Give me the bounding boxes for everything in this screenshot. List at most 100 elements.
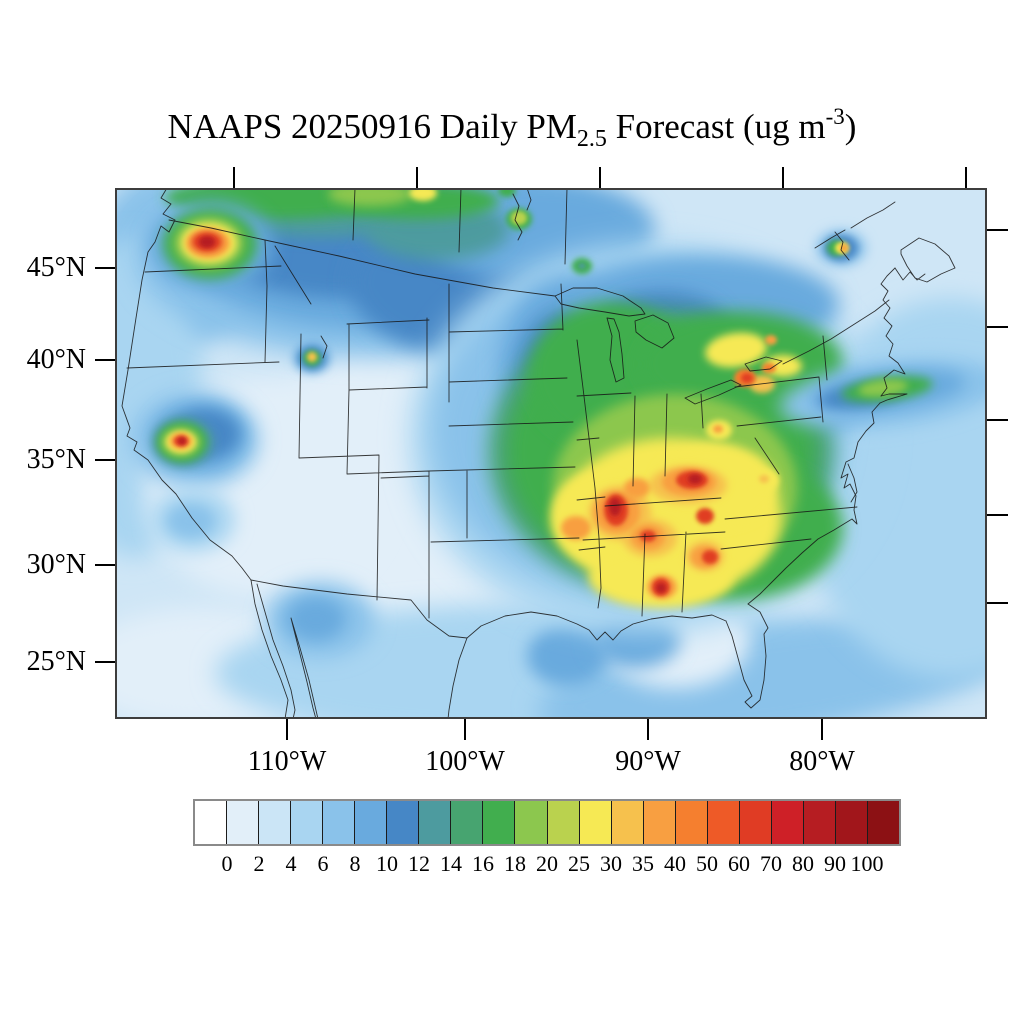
- colorbar-tick-label: 50: [696, 851, 718, 876]
- colorbar-tick-label: 70: [760, 851, 782, 876]
- colorbar-tick-label: 100: [850, 851, 884, 876]
- pm-plume-blob: [762, 363, 776, 373]
- lon-tick-label: 80°W: [789, 746, 855, 777]
- lake-michigan: [606, 317, 625, 383]
- pm-plume-blob: [328, 188, 412, 206]
- lon-tick: [464, 719, 466, 740]
- pm-plume-blob: [511, 211, 527, 225]
- lon-tick: [647, 719, 649, 740]
- colorbar-tick-label: 25: [568, 851, 590, 876]
- colorbar-tick-label: 4: [285, 851, 297, 876]
- lat-tick: [95, 267, 115, 269]
- lat-tick: [95, 661, 115, 663]
- top-tick: [233, 167, 235, 188]
- pm-plume-blob: [741, 373, 753, 383]
- colorbar-cell: [322, 801, 355, 844]
- pm-concentration-field: [115, 188, 987, 719]
- lat-tick: [95, 564, 115, 566]
- colorbar-cell: [482, 801, 515, 844]
- right-tick: [987, 419, 1008, 421]
- state-borders: [126, 239, 858, 619]
- lat-tick-label: 35°N: [26, 444, 86, 475]
- pm-plume-blob: [688, 474, 702, 484]
- map-border-frame: [115, 188, 987, 719]
- title-superscript: -3: [825, 104, 845, 129]
- colorbar-tick-label: 30: [600, 851, 622, 876]
- pm-plume-blob: [199, 236, 215, 248]
- colorbar-cell: [195, 801, 227, 844]
- colorbar-cell: [578, 801, 611, 844]
- title-text-2: Forecast (ug m: [606, 107, 826, 146]
- lat-tick: [95, 359, 115, 361]
- title-subscript: 2.5: [576, 126, 607, 152]
- st-lawrence-shore: [814, 201, 896, 249]
- pm-plume-blob: [409, 188, 437, 201]
- lon-tick-label: 110°W: [247, 746, 327, 777]
- lake-erie: [684, 379, 742, 405]
- nova-scotia: [900, 237, 956, 283]
- colorbar-tick-label: 10: [376, 851, 398, 876]
- pm-plume-blob: [765, 335, 777, 345]
- baja-peninsula: [250, 579, 296, 719]
- colorbar-tick-label: 60: [728, 851, 750, 876]
- bay-of-fundy: [894, 267, 926, 281]
- pm-plume-layer: [115, 188, 987, 719]
- colorbar-cell: [674, 801, 707, 844]
- pm-plume-blob: [696, 508, 714, 524]
- pm-plume-blob: [527, 626, 607, 686]
- canada-province-borders: [352, 188, 568, 265]
- colorbar-cell: [514, 801, 547, 844]
- colorbar-cell: [290, 801, 323, 844]
- colorbar-cell: [386, 801, 419, 844]
- top-tick: [965, 167, 967, 188]
- lon-tick-label: 90°W: [615, 746, 681, 777]
- colorbar-tick-label: 18: [504, 851, 526, 876]
- lake-huron: [634, 314, 675, 349]
- lake-ontario: [744, 356, 783, 372]
- lon-tick: [821, 719, 823, 740]
- pm-plume-blob: [609, 498, 621, 516]
- pm-plume-blob: [759, 475, 769, 483]
- right-tick: [987, 514, 1008, 516]
- delmarva-bay: [847, 463, 858, 503]
- lat-tick-label: 40°N: [26, 344, 86, 375]
- gulf-coastline: [447, 611, 727, 719]
- colorbar-cell: [610, 801, 643, 844]
- colorbar-cell: [546, 801, 579, 844]
- lat-tick: [95, 459, 115, 461]
- colorbar-cell: [738, 801, 771, 844]
- right-tick: [987, 326, 1008, 328]
- colorbar-tick-label: 12: [408, 851, 430, 876]
- pm-plume-blob: [178, 437, 186, 445]
- colorbar-cell: [770, 801, 803, 844]
- lake-superior: [554, 287, 646, 317]
- top-tick: [599, 167, 601, 188]
- colorbar-tick-label: 20: [536, 851, 558, 876]
- lon-tick-label: 100°W: [425, 746, 505, 777]
- top-tick: [782, 167, 784, 188]
- pm-plume-blob: [656, 583, 666, 593]
- colorbar-tick-label: 6: [317, 851, 329, 876]
- colorbar-cell: [834, 801, 867, 844]
- colorbar-cell: [450, 801, 483, 844]
- colorbar-tick-label: 80: [792, 851, 814, 876]
- colorbar-cell: [866, 801, 900, 844]
- lake-winnipeg: [512, 188, 532, 241]
- us-mexico-border: [250, 579, 468, 639]
- geography-outlines: [121, 188, 956, 719]
- pm-plume-blob: [307, 352, 317, 362]
- colorbar-tick-label: 2: [253, 851, 265, 876]
- colorbar-cell: [642, 801, 675, 844]
- colorbar-tick-label: 14: [440, 851, 462, 876]
- new-england-coast: [880, 267, 906, 397]
- colorbar-tick-label: 0: [221, 851, 233, 876]
- colorbar-tick-label: 16: [472, 851, 494, 876]
- top-tick: [416, 167, 418, 188]
- figure-title: NAAPS 20250916 Daily PM2.5 Forecast (ug …: [0, 104, 1024, 153]
- title-text-3: ): [844, 107, 857, 146]
- colorbar-cell: [802, 801, 835, 844]
- pm-plume-blob: [705, 332, 767, 368]
- mississippi-river: [576, 339, 602, 609]
- atlantic-coastline: [747, 402, 881, 605]
- colorbar-tick-label: 8: [349, 851, 361, 876]
